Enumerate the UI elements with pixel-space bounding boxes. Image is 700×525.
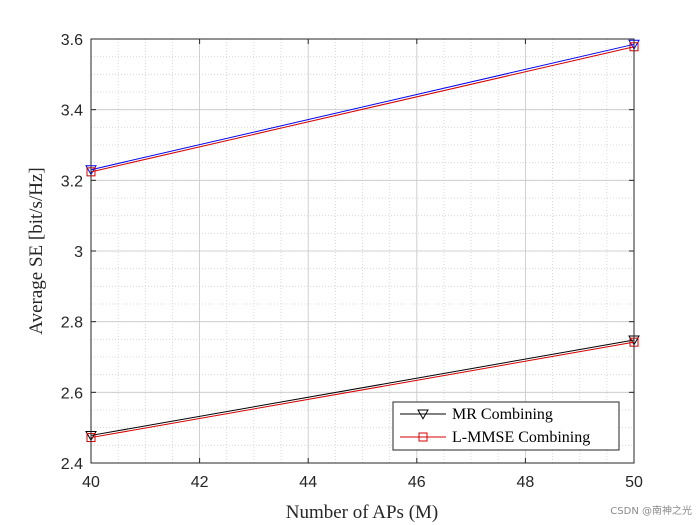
y-tick-label: 3 [74, 244, 83, 261]
legend-entry-1: L-MMSE Combining [400, 429, 590, 446]
y-axis-label: Average SE [bit/s/Hz] [26, 167, 47, 334]
watermark-text: CSDN @南神之光 [610, 504, 692, 517]
major-grid [90, 38, 635, 464]
series-line [90, 43, 635, 171]
square-marker [418, 432, 428, 442]
series-line [90, 339, 635, 436]
y-tick-label: 2.8 [61, 315, 83, 332]
x-tick-label: 46 [408, 474, 426, 491]
legend-entry-0: MR Combining [400, 406, 553, 423]
x-axis-label: Number of APs (M) [286, 502, 439, 523]
legend: MR Combining L-MMSE Combining [392, 401, 620, 451]
series-line [90, 46, 635, 173]
legend-label: L-MMSE Combining [452, 429, 590, 446]
legend-box [392, 401, 620, 451]
x-tick-label: 42 [191, 474, 209, 491]
y-tick-label: 3.6 [61, 32, 83, 49]
y-tick-label: 3.2 [61, 173, 83, 190]
y-tick-label: 2.6 [61, 385, 83, 402]
y-tick-label: 3.4 [61, 103, 83, 120]
legend-label: MR Combining [452, 406, 553, 423]
x-tick-labels: 40 42 44 46 48 50 [82, 474, 643, 491]
y-tick-labels: 2.4 2.6 2.8 3 3.2 3.4 3.6 [61, 32, 83, 473]
x-tick-label: 44 [299, 474, 317, 491]
x-tick-label: 48 [517, 474, 535, 491]
x-tick-label: 40 [82, 474, 100, 491]
x-tick-label: 50 [625, 474, 643, 491]
y-tick-label: 2.4 [61, 456, 83, 473]
triangle-down-marker [417, 409, 429, 420]
series-line [90, 341, 635, 439]
tick-marks [90, 38, 635, 464]
